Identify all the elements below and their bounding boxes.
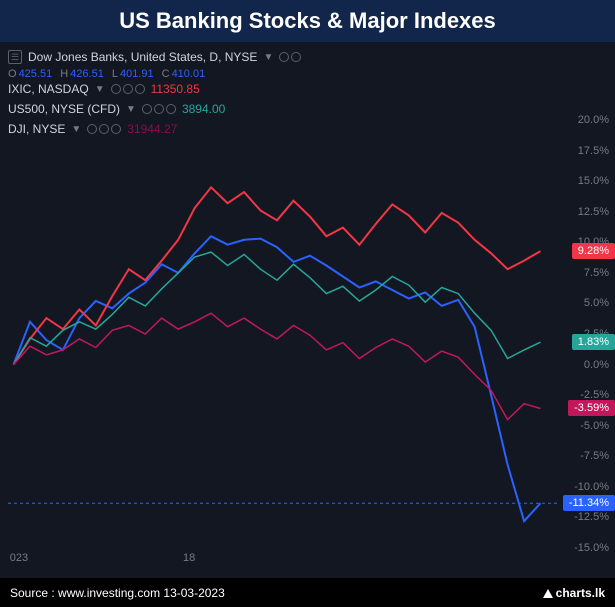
- y-tick-label: -2.5%: [580, 389, 609, 401]
- chart-area: ☰ Dow Jones Banks, United States, D, NYS…: [0, 42, 615, 578]
- y-tick-label: 15.0%: [578, 175, 609, 187]
- main-symbol-label[interactable]: Dow Jones Banks, United States, D, NYSE: [28, 50, 257, 64]
- y-tick-label: 12.5%: [578, 206, 609, 218]
- control-dot[interactable]: [135, 84, 145, 94]
- ohlc-row: O425.51 H426.51 L401.91 C410.01: [8, 68, 607, 80]
- secondary-symbol-row: IXIC, NASDAQ ▼ 11350.85: [8, 80, 607, 98]
- x-axis: 023 18: [8, 552, 557, 568]
- control-dot[interactable]: [291, 52, 301, 62]
- y-tick-label: -10.0%: [574, 481, 609, 493]
- brand-icon: [543, 589, 553, 598]
- control-dot[interactable]: [111, 84, 121, 94]
- ohlc-open: O425.51: [8, 68, 52, 80]
- control-dot[interactable]: [123, 84, 133, 94]
- ohlc-close: C410.01: [162, 68, 206, 80]
- secondary-value: 3894.00: [182, 102, 225, 116]
- y-tick-label: 0.0%: [584, 359, 609, 371]
- dropdown-icon[interactable]: ▼: [263, 52, 273, 63]
- secondary-symbol-row: US500, NYSE (CFD) ▼ 3894.00: [8, 100, 607, 118]
- symbol-icon[interactable]: ☰: [8, 50, 22, 64]
- y-tick-label: -12.5%: [574, 511, 609, 523]
- symbol-controls: [111, 84, 145, 94]
- x-tick-label: 18: [183, 552, 195, 564]
- control-dot[interactable]: [279, 52, 289, 62]
- price-tag: -3.59%: [568, 400, 615, 416]
- title-bar: US Banking Stocks & Major Indexes: [0, 0, 615, 42]
- series-line: [14, 313, 541, 419]
- price-tag: 1.83%: [572, 334, 615, 350]
- brand-text: charts.lk: [556, 586, 605, 600]
- y-tick-label: 17.5%: [578, 145, 609, 157]
- secondary-value: 11350.85: [151, 82, 200, 96]
- source-bar: Source : www.investing.com 13-03-2023 ch…: [0, 578, 615, 607]
- symbol-controls: [279, 52, 301, 62]
- brand: charts.lk: [543, 586, 605, 600]
- symbol-controls: [142, 104, 176, 114]
- y-tick-label: 7.5%: [584, 267, 609, 279]
- dropdown-icon[interactable]: ▼: [126, 104, 136, 115]
- chart-title: US Banking Stocks & Major Indexes: [119, 8, 496, 33]
- ohlc-low: L401.91: [112, 68, 154, 80]
- price-tag: -11.34%: [563, 495, 615, 511]
- y-tick-label: -5.0%: [580, 420, 609, 432]
- control-dot[interactable]: [154, 104, 164, 114]
- source-text: Source : www.investing.com 13-03-2023: [10, 586, 225, 600]
- main-symbol-row: ☰ Dow Jones Banks, United States, D, NYS…: [8, 48, 607, 66]
- price-tag: 9.28%: [572, 243, 615, 259]
- secondary-label[interactable]: US500, NYSE (CFD): [8, 102, 120, 116]
- chart-lines: [8, 120, 557, 548]
- x-tick-label: 023: [10, 552, 28, 564]
- control-dot[interactable]: [142, 104, 152, 114]
- y-tick-label: 20.0%: [578, 114, 609, 126]
- dropdown-icon[interactable]: ▼: [95, 84, 105, 95]
- y-tick-label: 5.0%: [584, 297, 609, 309]
- ohlc-high: H426.51: [60, 68, 104, 80]
- series-line: [14, 236, 541, 521]
- control-dot[interactable]: [166, 104, 176, 114]
- y-tick-label: -15.0%: [574, 542, 609, 554]
- plot-region[interactable]: [8, 120, 557, 548]
- y-tick-label: -7.5%: [580, 450, 609, 462]
- series-line: [14, 252, 541, 365]
- y-axis: 20.0%17.5%15.0%12.5%10.0%7.5%5.0%2.5%0.0…: [559, 84, 615, 548]
- secondary-label[interactable]: IXIC, NASDAQ: [8, 82, 89, 96]
